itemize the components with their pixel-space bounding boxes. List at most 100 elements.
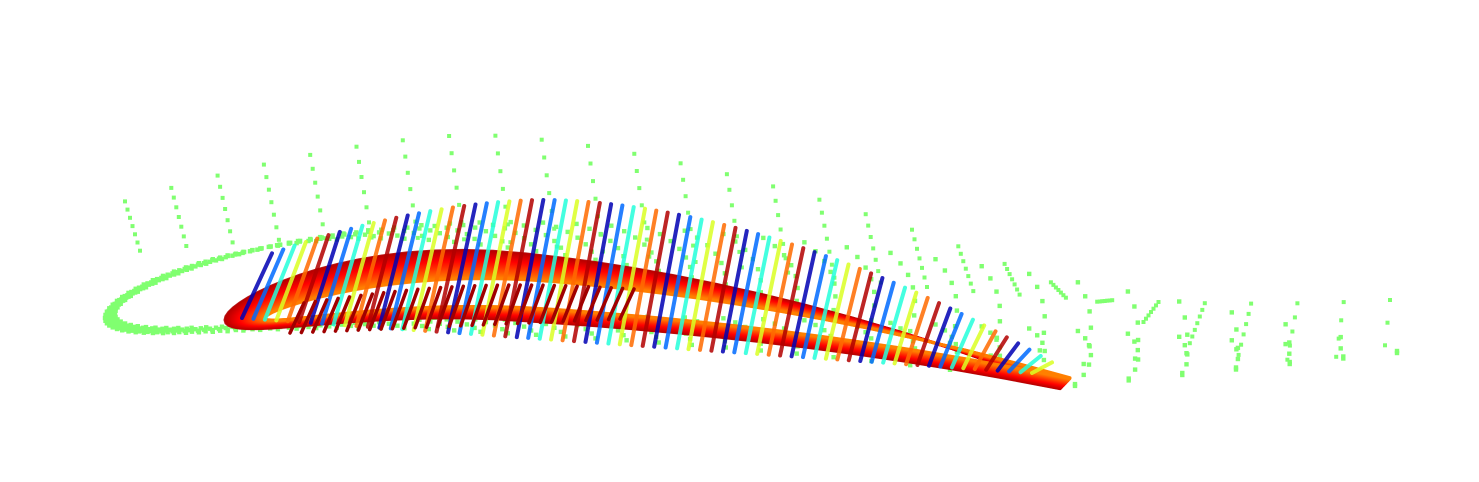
outer-point — [795, 285, 800, 291]
surface-rib — [927, 306, 953, 368]
outer-point — [979, 264, 984, 269]
outer-point — [230, 253, 235, 258]
outer-point — [163, 328, 168, 333]
outer-point — [113, 308, 118, 313]
outer-point — [1072, 383, 1078, 389]
outer-point — [1135, 320, 1140, 325]
outer-point — [540, 220, 546, 225]
outer-point — [143, 285, 149, 290]
outer-point — [1087, 344, 1092, 349]
outer-point — [236, 252, 242, 257]
outer-point — [1249, 301, 1254, 306]
outer-point — [1097, 299, 1102, 304]
outer-point — [593, 336, 598, 341]
surface-rib — [766, 242, 794, 357]
outer-point — [204, 261, 209, 266]
outer-point — [159, 329, 164, 334]
outer-point — [1141, 320, 1146, 324]
outer-point — [1185, 332, 1190, 337]
lower-fringe-stroke — [572, 284, 591, 323]
outer-point — [721, 316, 726, 321]
outer-point — [179, 327, 185, 332]
outer-point — [565, 229, 570, 235]
lower-fringe-stroke — [367, 290, 386, 332]
outer-point — [313, 180, 318, 185]
outer-point — [693, 260, 698, 264]
outer-point — [1110, 298, 1115, 303]
outer-point — [266, 244, 271, 250]
outer-point — [637, 186, 642, 191]
outer-point — [362, 232, 368, 237]
outer-point — [1182, 315, 1187, 320]
outer-point — [176, 271, 181, 276]
surface-rib — [732, 232, 761, 355]
outer-point — [405, 225, 410, 230]
outer-point — [500, 186, 505, 191]
outer-point — [219, 256, 225, 262]
outer-point — [133, 232, 137, 237]
outer-point — [122, 327, 127, 332]
outer-point — [828, 269, 833, 275]
outer-point — [819, 210, 824, 215]
outer-point — [1283, 341, 1288, 347]
outer-point — [1149, 310, 1153, 314]
outer-point — [1341, 356, 1346, 361]
outer-point — [773, 198, 778, 203]
outer-point — [255, 247, 260, 252]
outer-point — [677, 246, 682, 252]
outer-point — [138, 286, 143, 292]
outer-point — [609, 223, 614, 228]
outer-point — [174, 205, 179, 210]
outer-point — [778, 227, 783, 232]
outer-point — [855, 254, 860, 260]
outer-point — [949, 280, 954, 286]
lower-fringe-stroke — [379, 289, 397, 331]
surface-rib — [949, 317, 975, 370]
outer-point — [140, 286, 146, 291]
surface-rib — [251, 247, 286, 321]
outer-point — [493, 133, 498, 138]
outer-point — [1287, 340, 1292, 345]
outer-point — [1017, 292, 1022, 297]
surface-rib — [652, 212, 681, 349]
outer-point — [724, 172, 729, 177]
outer-point — [366, 228, 371, 233]
outer-point — [925, 285, 929, 289]
outer-point — [1056, 288, 1061, 292]
outer-point — [528, 242, 534, 247]
outer-point — [125, 326, 130, 332]
outer-point — [341, 231, 346, 236]
lower-fringe-stroke — [288, 301, 306, 335]
outer-point — [483, 229, 489, 234]
outer-point — [156, 278, 161, 283]
surface-rib — [789, 250, 817, 359]
outer-point — [128, 322, 133, 328]
surface-rib — [675, 217, 704, 351]
outer-point — [1132, 304, 1137, 309]
outer-point — [505, 222, 510, 227]
outer-point — [863, 212, 868, 217]
outer-point — [207, 326, 213, 331]
outer-point — [1027, 326, 1032, 331]
outer-point — [1107, 298, 1112, 303]
outer-point — [195, 328, 201, 333]
outer-point — [176, 215, 181, 219]
outer-point — [734, 234, 739, 239]
outer-point — [295, 238, 301, 244]
surface-rib — [720, 228, 749, 354]
lower-fringe-stroke — [618, 287, 636, 321]
outer-point — [755, 267, 761, 272]
outer-point — [624, 338, 629, 343]
outer-point — [1334, 354, 1339, 359]
outer-point — [1156, 300, 1161, 304]
outer-point — [117, 326, 122, 331]
outer-point — [912, 237, 917, 242]
outer-point — [1177, 334, 1182, 339]
outer-point — [683, 194, 688, 199]
lower-fringe-stroke — [504, 283, 522, 326]
outer-point — [130, 291, 135, 296]
outer-point — [1295, 301, 1300, 306]
outer-point — [1040, 340, 1045, 345]
outer-point — [457, 202, 462, 207]
surface-rib — [560, 200, 591, 343]
